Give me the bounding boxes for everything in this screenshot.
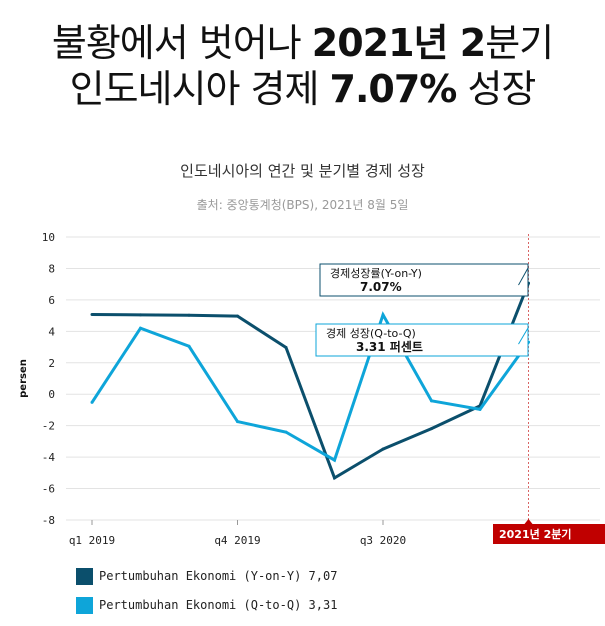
headline-2c: 성장 [456,67,536,111]
series-line-1 [90,311,530,463]
y-tick-label: -6 [42,483,55,496]
line-chart: 10 8 6 4 2 0 -2 -4 -6 -8 persen q1 2019 q4 2019 q3 20… [18,231,605,547]
series-point-1 [187,344,191,348]
y-tick-label: 4 [48,325,55,338]
series-point-1 [430,399,433,403]
series-point-0 [284,346,288,350]
x-tick-label: q4 2019 [214,534,260,547]
series-point-0 [90,313,94,317]
headline-1b: 2021년 2 [311,21,486,65]
annotation-title: 경제성장률(Y-on-Y) [330,267,422,280]
annotation-leader [518,267,529,286]
headline-1a: 불황에서 벗어나 [51,21,312,65]
headline-1c: 분기 [485,21,554,65]
y-tick-label: 6 [48,294,55,307]
series-point-0 [187,313,191,317]
annotation-value: 3.31 퍼센트 [356,339,423,354]
series-point-1 [90,400,94,404]
legend-label-qoq: Pertumbuhan Ekonomi (Q-to-Q) 3,31 [99,598,338,612]
chart-subtitle: 인도네시아의 연간 및 분기별 경제 성장 [180,162,425,180]
legend-item-yoy: Pertumbuhan Ekonomi (Y-on-Y) 7,07 [76,568,337,585]
series-point-1 [333,458,336,462]
legend-swatch-yoy [76,568,93,585]
series-point-1 [139,326,142,330]
y-tick-label: -2 [42,420,55,433]
period-tag-pointer [524,519,533,524]
y-tick-label: 10 [42,231,55,244]
period-tag [493,524,605,544]
headline: 불황에서 벗어나 2021년 2분기 인도네시아 경제 7.07% 성장 [0,20,605,112]
annotation-box [319,263,529,297]
y-tick-label: 0 [48,388,55,401]
headline-line-2: 인도네시아 경제 7.07% 성장 [0,66,605,112]
series-point-1 [381,313,385,317]
legend-item-qoq: Pertumbuhan Ekonomi (Q-to-Q) 3,31 [76,597,337,614]
annotation-box [315,323,529,357]
headline-2a: 인도네시아 경제 [69,67,330,111]
series-point-0 [139,313,142,317]
annotation-title: 경제 성장(Q-to-Q) [326,327,416,340]
y-axis-label: persen [18,359,29,398]
series-point-0 [236,314,239,318]
series-point-0 [333,476,336,480]
legend-label-yoy: Pertumbuhan Ekonomi (Y-on-Y) 7,07 [99,569,338,583]
headline-2b: 7.07% [329,67,458,111]
x-tick-label: q3 2020 [360,534,406,547]
chart-source: 출처: 중앙통계청(BPS), 2021년 8월 5일 [196,198,409,212]
annotation-value: 7.07% [360,280,402,294]
legend-swatch-qoq [76,597,93,614]
series-line-0 [91,282,530,481]
headline-line-1: 불황에서 벗어나 2021년 2분기 [0,20,605,66]
series-point-1 [478,407,482,411]
series-point-0 [430,427,433,431]
y-tick-label: -4 [42,451,56,464]
x-tick-label: q1 2019 [69,534,115,547]
series-point-1 [236,420,239,424]
series-point-0 [381,447,385,451]
period-tag-label: 2021년 2분기 [499,527,571,541]
y-tick-label: -8 [42,514,55,527]
y-tick-label: 2 [48,357,55,370]
series-point-1 [284,430,288,434]
y-tick-label: 8 [48,262,55,275]
annotation-leader [518,327,529,345]
